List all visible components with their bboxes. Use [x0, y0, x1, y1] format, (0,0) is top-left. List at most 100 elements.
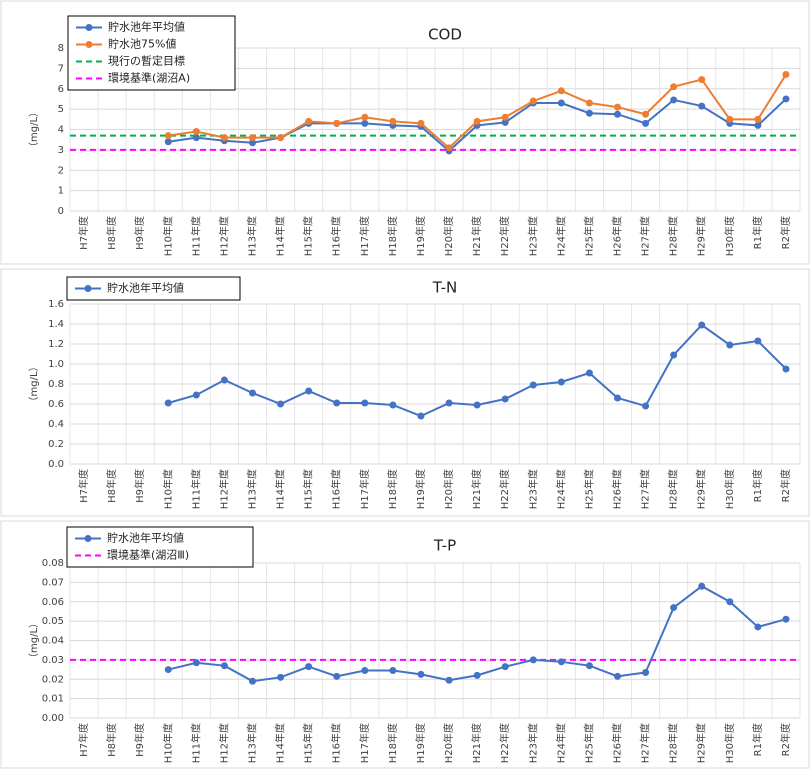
x-tick-label: H30年度: [723, 723, 736, 763]
x-tick-label: H25年度: [582, 469, 595, 509]
x-tick-label: H11年度: [189, 723, 202, 763]
x-tick-label: H21年度: [470, 469, 483, 509]
data-point: [529, 381, 537, 389]
data-point: [361, 119, 369, 127]
data-point: [305, 663, 313, 671]
chart-title: T-N: [432, 279, 457, 297]
data-point: [726, 115, 734, 123]
data-point: [614, 672, 621, 680]
x-tick-label: H22年度: [498, 469, 511, 509]
data-point: [277, 400, 285, 408]
y-tick-label: 0.0: [48, 459, 64, 470]
legend-box: [66, 526, 254, 568]
x-tick-label: H20年度: [442, 469, 455, 509]
data-point: [389, 401, 397, 409]
x-tick-label: H23年度: [526, 469, 539, 509]
y-axis-label: （mg/L）: [28, 361, 40, 406]
x-tick-label: H18年度: [386, 469, 399, 509]
data-point: [473, 401, 481, 409]
data-point: [585, 369, 593, 377]
data-point: [585, 99, 593, 107]
data-point: [782, 365, 790, 373]
legend-marker: [85, 41, 93, 48]
y-tick-label: 1: [58, 186, 64, 197]
y-tick-label: 0.04: [42, 636, 64, 647]
x-tick-label: H26年度: [611, 723, 624, 763]
x-tick-label: H11年度: [189, 216, 202, 256]
panel-border: [0, 520, 810, 769]
y-tick-label: 1.0: [48, 359, 64, 370]
x-tick-label: H10年度: [161, 216, 174, 256]
x-tick-label: H7年度: [77, 469, 90, 503]
x-tick-label: H11年度: [189, 469, 202, 509]
legend-label: 貯水池年平均値: [107, 281, 184, 295]
data-point: [220, 134, 228, 142]
data-point: [333, 672, 341, 680]
data-point: [670, 96, 678, 104]
data-point: [333, 399, 341, 407]
data-point: [501, 395, 509, 403]
data-point: [614, 103, 621, 111]
y-tick-label: 5: [58, 104, 64, 115]
data-point: [164, 666, 172, 674]
data-point: [445, 399, 453, 407]
x-tick-label: H17年度: [358, 469, 371, 509]
x-tick-label: H17年度: [358, 216, 371, 256]
data-point: [754, 121, 762, 129]
legend-marker: [84, 285, 92, 292]
x-tick-label: H16年度: [330, 723, 343, 763]
x-tick-label: H26年度: [611, 216, 624, 256]
data-point: [389, 117, 397, 125]
y-axis-label: （mg/L）: [28, 618, 40, 663]
x-tick-label: R1年度: [751, 469, 764, 502]
x-tick-label: H9年度: [133, 216, 146, 250]
series-line: [168, 585, 787, 683]
data-point: [642, 668, 650, 676]
data-point: [417, 119, 425, 127]
x-tick-label: R1年度: [751, 723, 764, 756]
data-point: [417, 670, 425, 678]
x-tick-label: H27年度: [639, 469, 652, 509]
x-tick-label: H30年度: [723, 216, 736, 256]
x-tick-label: H19年度: [414, 469, 427, 509]
data-point: [445, 144, 453, 152]
legend-box: [66, 276, 241, 301]
data-point: [333, 119, 341, 127]
x-tick-label: H21年度: [470, 216, 483, 256]
x-tick-label: H25年度: [582, 216, 595, 256]
x-tick-label: H24年度: [554, 216, 567, 256]
y-tick-label: 0.06: [42, 597, 64, 608]
x-tick-label: H13年度: [246, 723, 259, 763]
y-tick-label: 0.2: [48, 439, 64, 450]
x-tick-label: H9年度: [133, 469, 146, 503]
x-tick-label: H9年度: [133, 723, 146, 757]
data-point: [305, 387, 313, 395]
x-tick-label: H29年度: [695, 723, 708, 763]
data-point: [698, 76, 706, 84]
x-tick-label: H17年度: [358, 723, 371, 763]
x-tick-label: H7年度: [77, 723, 90, 757]
data-point: [192, 391, 200, 399]
data-point: [754, 337, 762, 345]
x-tick-label: H14年度: [274, 469, 287, 509]
x-tick-label: H7年度: [77, 216, 90, 250]
x-tick-label: H24年度: [554, 469, 567, 509]
data-point: [361, 399, 369, 407]
data-point: [698, 102, 706, 110]
y-tick-label: 0.00: [42, 713, 64, 724]
x-tick-label: H23年度: [526, 723, 539, 763]
x-tick-label: R2年度: [779, 469, 792, 502]
x-tick-label: H15年度: [302, 469, 315, 509]
y-tick-label: 0.02: [42, 674, 64, 685]
y-tick-label: 7: [58, 63, 64, 74]
data-point: [192, 659, 200, 667]
x-tick-label: H12年度: [217, 723, 230, 763]
x-tick-label: H19年度: [414, 216, 427, 256]
legend: 貯水池年平均値: [66, 276, 241, 301]
data-point: [220, 662, 228, 670]
data-point: [164, 132, 172, 140]
data-point: [557, 378, 565, 386]
data-point: [361, 667, 369, 675]
